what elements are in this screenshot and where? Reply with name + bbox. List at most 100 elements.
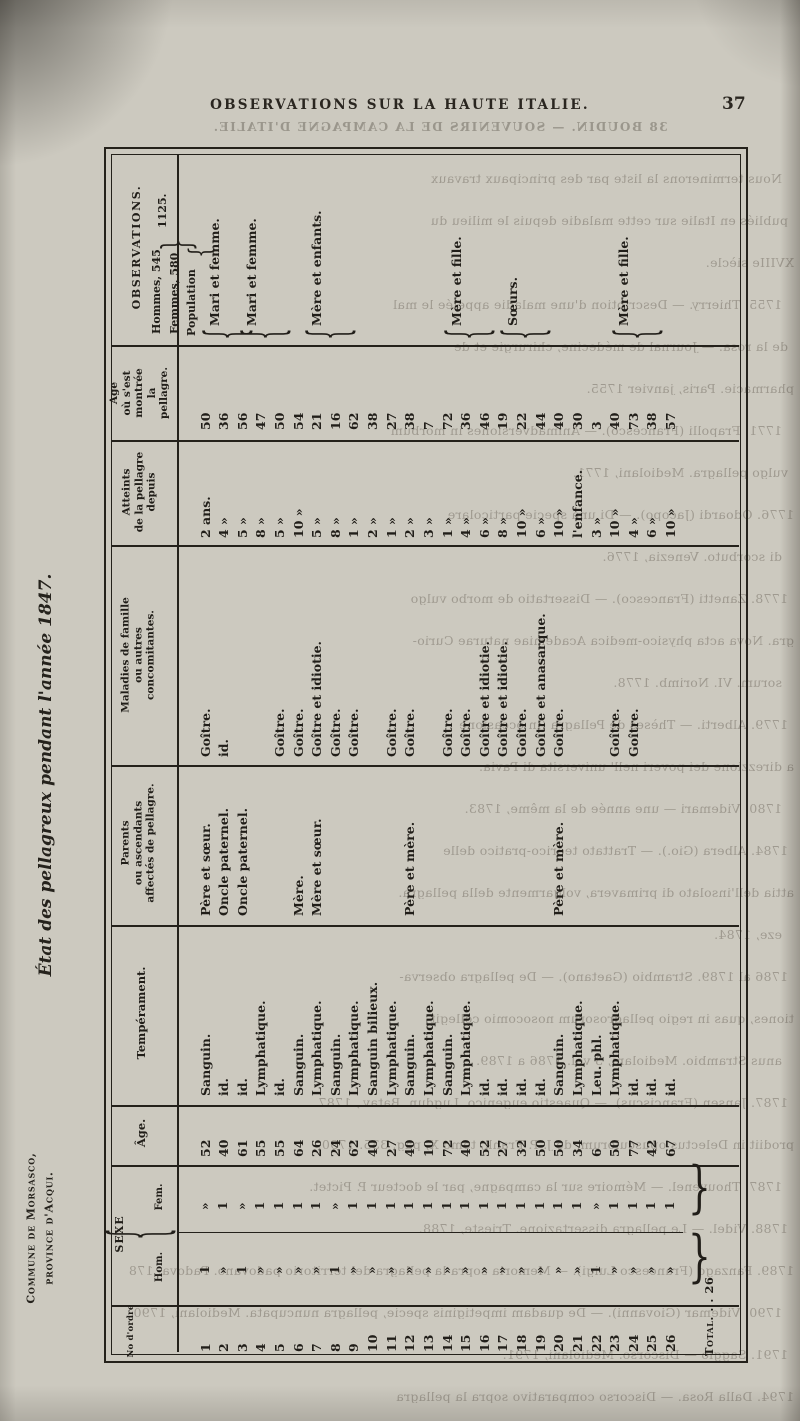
- cell-par-r20: Père et mère.: [551, 821, 567, 916]
- cell-mal-r2: id.: [216, 739, 232, 757]
- cell-hom-r23: »: [607, 1266, 622, 1275]
- cell-hom-r18: »: [514, 1266, 529, 1275]
- col-header-maladies: Maladies de famille ou autres concomitan…: [119, 597, 157, 713]
- cell-fem-r12: 1: [402, 1201, 417, 1210]
- cell-fem-r4: 1: [253, 1201, 268, 1210]
- cell-no-r13: 13: [420, 1334, 436, 1352]
- cell-fem-r6: 1: [290, 1201, 305, 1210]
- cell-no-r3: 3: [234, 1343, 250, 1352]
- cell-onset-r18: 22: [514, 412, 530, 430]
- cell-temp-r7: Lymphatique.: [309, 1000, 325, 1096]
- cell-no-r1: 1: [197, 1343, 213, 1352]
- cell-age-r18: 32: [514, 1139, 530, 1157]
- cell-hom-r14: »: [439, 1266, 454, 1275]
- cell-att-r9: 1 »: [346, 517, 362, 538]
- cell-no-r9: 9: [346, 1343, 362, 1352]
- cell-hom-r2: »: [216, 1266, 231, 1275]
- cell-onset-r20: 40: [551, 412, 567, 430]
- cell-onset-r2: 36: [216, 412, 232, 430]
- cell-age-r14: 72: [439, 1139, 455, 1157]
- cell-par-r2: Oncle paternel.: [216, 808, 232, 916]
- cell-no-r6: 6: [290, 1343, 306, 1352]
- cell-hom-r20: »: [551, 1266, 566, 1275]
- cell-temp-r6: Sanguin.: [290, 1033, 306, 1096]
- cell-no-r15: 15: [458, 1334, 474, 1352]
- cell-mal-r19: Goître et anasarque.: [532, 613, 548, 757]
- observation-label: Mari et femme.: [244, 218, 260, 326]
- cell-temp-r17: id.: [495, 1078, 511, 1096]
- population-total: 1125.: [156, 193, 169, 228]
- cell-mal-r16: Goître et idiotie.: [476, 641, 492, 757]
- cell-fem-r3: »: [234, 1202, 249, 1211]
- col-header-hom: Hom.: [153, 1251, 165, 1283]
- cell-att-r24: 4 »: [625, 517, 641, 538]
- cell-att-r25: 6 »: [644, 517, 660, 538]
- bleedthrough-verso-header: 38 BOUDIN. — SOUVENIRS DE LA CAMPAGNE D'…: [212, 120, 668, 134]
- cell-hom-r9: »: [346, 1266, 361, 1275]
- header-column-rule: [177, 155, 179, 1352]
- cell-onset-r17: 19: [495, 412, 511, 430]
- cell-mal-r6: Goître.: [290, 708, 306, 757]
- col-header-fem: Fem.: [153, 1183, 165, 1211]
- cell-hom-r15: »: [458, 1266, 473, 1275]
- cell-fem-r1: »: [197, 1202, 212, 1211]
- observation-label: Mère et enfants.: [309, 210, 325, 326]
- cell-onset-r23: 40: [607, 412, 623, 430]
- observation-label: Mari et femme.: [206, 218, 222, 326]
- cell-att-r13: 3 »: [420, 517, 436, 538]
- cell-temp-r9: Lymphatique.: [346, 1000, 362, 1096]
- band-rule: [111, 545, 739, 547]
- cell-onset-r21: 30: [569, 412, 585, 430]
- cell-onset-r7: 21: [309, 412, 325, 430]
- cell-att-r22: 3 »: [588, 517, 604, 538]
- cell-age-r11: 27: [383, 1139, 399, 1157]
- cell-mal-r7: Goître et idiotie.: [309, 641, 325, 757]
- cell-att-r5: 5 »: [271, 517, 287, 538]
- cell-onset-r1: 50: [197, 412, 213, 430]
- cell-fem-r2: 1: [216, 1201, 231, 1210]
- col-header-atteints: Atteints de la pellagre depuis: [120, 451, 158, 533]
- cell-no-r20: 20: [551, 1334, 567, 1352]
- cell-par-r3: Oncle paternel.: [234, 808, 250, 916]
- cell-fem-r5: 1: [271, 1201, 286, 1210]
- cell-temp-r22: Leu. phl.: [588, 1034, 604, 1096]
- cell-fem-r20: 1: [551, 1201, 566, 1210]
- cell-att-r21: l'enfance.: [569, 469, 585, 538]
- cell-onset-r24: 73: [625, 412, 641, 430]
- cell-onset-r25: 38: [644, 412, 660, 430]
- cell-fem-r14: 1: [439, 1201, 454, 1210]
- cell-fem-r23: 1: [607, 1201, 622, 1210]
- cell-temp-r8: Sanguin.: [327, 1033, 343, 1096]
- cell-fem-r11: 1: [383, 1201, 398, 1210]
- cell-fem-r7: 1: [309, 1201, 324, 1210]
- cell-par-r1: Père et sœur.: [197, 823, 213, 916]
- band-rule: [111, 765, 739, 767]
- band-rule: [111, 1105, 739, 1107]
- sexe-brace: {: [95, 1228, 185, 1240]
- cell-age-r1: 52: [197, 1139, 213, 1157]
- cell-hom-r25: »: [644, 1266, 659, 1275]
- cell-att-r19: 6 »: [532, 517, 548, 538]
- cell-hom-r8: 1: [327, 1265, 342, 1274]
- cell-hom-r10: »: [365, 1266, 380, 1275]
- cell-mal-r12: Goître.: [402, 708, 418, 757]
- cell-mal-r8: Goître.: [327, 708, 343, 757]
- cell-mal-r1: Goître.: [197, 708, 213, 757]
- cell-onset-r14: 72: [439, 412, 455, 430]
- cell-age-r19: 50: [532, 1139, 548, 1157]
- cell-temp-r16: id.: [476, 1078, 492, 1096]
- cell-onset-r16: 46: [476, 412, 492, 430]
- cell-fem-r26: 1: [663, 1201, 677, 1210]
- cell-age-r13: 10: [420, 1139, 436, 1157]
- cell-att-r14: 1 »: [439, 517, 455, 538]
- population-hommes: Hommes, 545: [150, 249, 163, 334]
- commune-line1: Commune de Morsasco,: [24, 1152, 38, 1304]
- cell-temp-r5: id.: [271, 1078, 287, 1096]
- cell-age-r10: 40: [365, 1139, 381, 1157]
- cell-no-r19: 19: [532, 1334, 548, 1352]
- observation-brace: {: [493, 328, 557, 340]
- cell-age-r3: 61: [234, 1139, 250, 1157]
- band-rule: [111, 925, 739, 927]
- cell-onset-r10: 38: [365, 412, 381, 430]
